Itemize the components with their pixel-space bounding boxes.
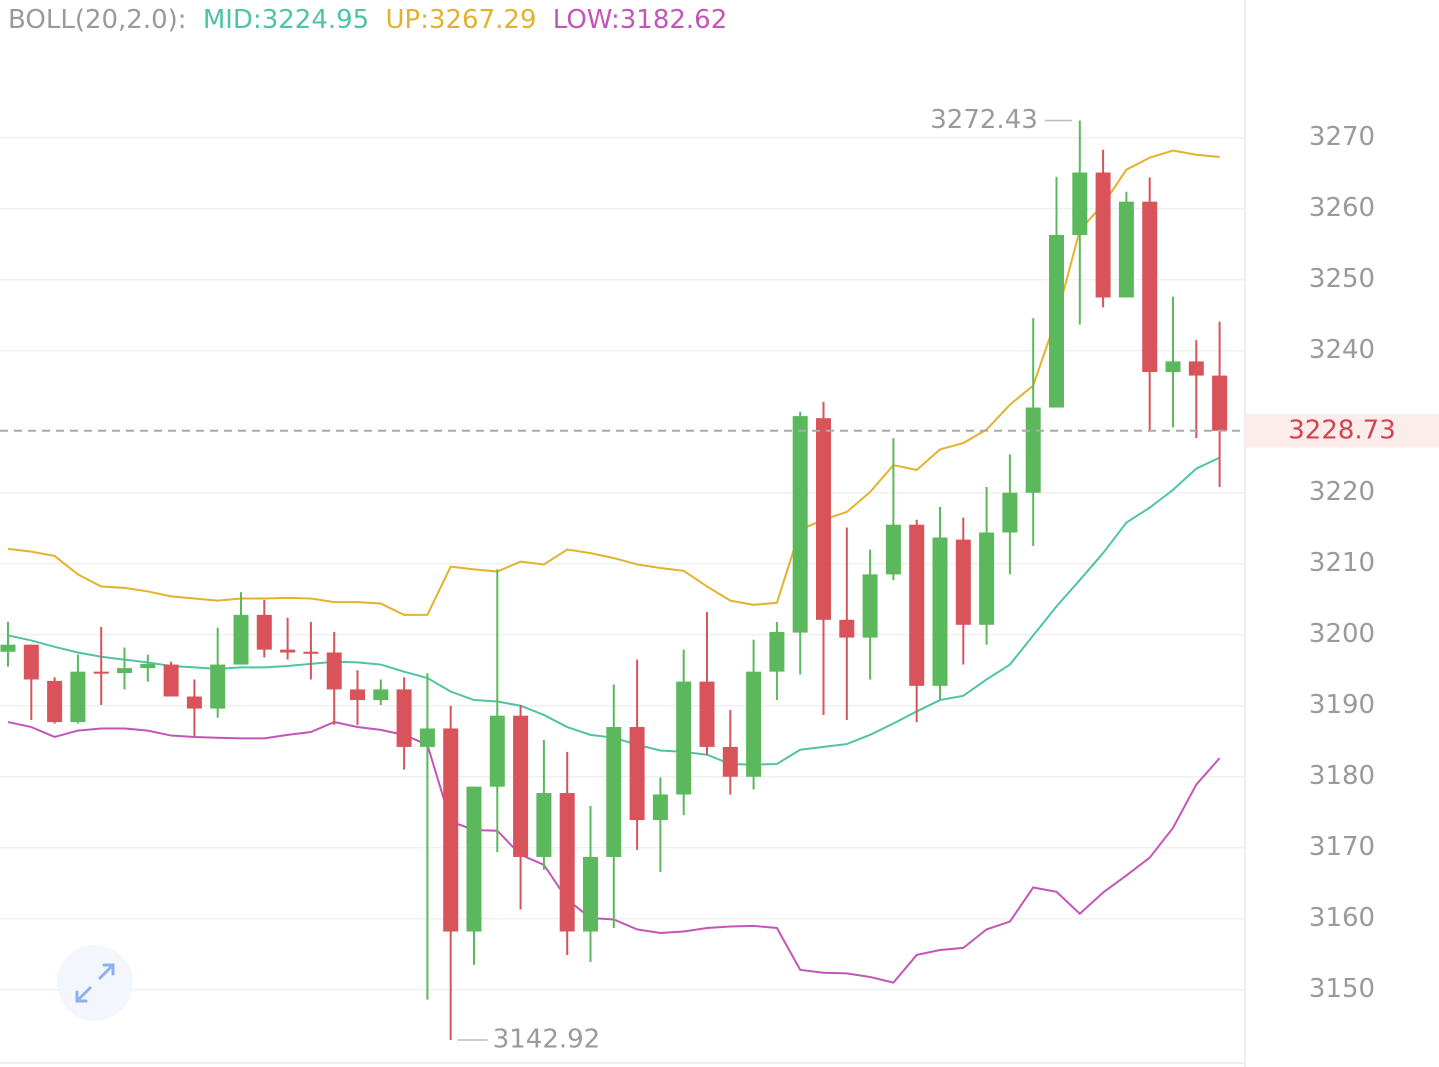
y-tick-label: 3180: [1309, 761, 1375, 791]
candle-body: [769, 631, 785, 672]
candle-body: [47, 680, 63, 723]
candle-body: [606, 727, 622, 857]
candle-body: [746, 671, 762, 777]
y-tick-label: 3150: [1309, 974, 1375, 1004]
candle-body: [1095, 172, 1111, 298]
candle-body: [559, 793, 575, 932]
candle-body: [1072, 172, 1088, 236]
candle-body: [117, 668, 132, 674]
last-price-label: 3228.73: [1288, 415, 1396, 445]
candle-body: [862, 574, 878, 638]
candle-body: [839, 619, 855, 638]
candle-body: [932, 537, 948, 686]
candle-body: [326, 652, 342, 690]
legend-entry: MID:3224.95: [203, 5, 369, 35]
min-label: 3142.92: [493, 1025, 601, 1055]
candle-body: [909, 524, 925, 686]
candle-body: [1118, 201, 1134, 298]
candle-body: [140, 663, 156, 669]
candle-body: [186, 696, 202, 709]
candle-body: [629, 727, 645, 821]
candles: [0, 120, 1228, 1041]
y-tick-label: 3170: [1309, 832, 1375, 862]
y-tick-label: 3190: [1309, 690, 1375, 720]
last-price-tag: [1245, 413, 1439, 448]
candle-body: [979, 532, 995, 625]
y-tick-label: 3200: [1309, 619, 1375, 649]
candle-body: [373, 689, 389, 701]
expand-button[interactable]: [57, 945, 133, 1021]
candle-body: [489, 715, 505, 787]
y-tick-label: 3240: [1309, 335, 1375, 365]
indicator-label: BOLL(20,2.0):: [8, 5, 187, 35]
candle-body: [233, 614, 249, 665]
candle-body: [466, 786, 482, 932]
y-tick-label: 3210: [1309, 548, 1375, 578]
y-tick-label: 3220: [1309, 477, 1375, 507]
candle-body: [23, 644, 39, 680]
candle-body: [1142, 201, 1158, 373]
candle-body: [256, 614, 272, 650]
candle-body: [513, 715, 529, 857]
candle-body: [792, 416, 808, 633]
y-tick-label: 3160: [1309, 903, 1375, 933]
candle-body: [419, 728, 435, 747]
candle-body: [885, 524, 901, 575]
candle-body: [536, 793, 552, 857]
candle-body: [1165, 361, 1181, 373]
candle-body: [303, 651, 319, 654]
candle-body: [1212, 375, 1228, 431]
y-tick-label: 3250: [1309, 264, 1375, 294]
candle-body: [163, 664, 179, 697]
expand-icon[interactable]: [75, 963, 115, 1003]
candle-body: [955, 539, 971, 625]
y-tick-label: 3270: [1309, 122, 1375, 152]
legend-entry: LOW:3182.62: [553, 5, 727, 35]
expand-button-bg[interactable]: [57, 945, 133, 1021]
candle-body: [816, 418, 831, 620]
candle-body: [583, 856, 598, 932]
candle-body: [1049, 235, 1064, 408]
candle-body: [652, 794, 668, 821]
candle-body: [280, 649, 296, 653]
max-label: 3272.43: [930, 105, 1038, 135]
candle-body: [396, 689, 412, 747]
y-tick-label: 3260: [1309, 193, 1375, 223]
legend-entry: UP:3267.29: [386, 5, 537, 35]
candle-body: [210, 664, 226, 709]
band-line: [7, 149, 1220, 616]
overlays: 3228.73 3272.43 3142.92: [0, 105, 1439, 1055]
candle-body: [70, 671, 86, 723]
candle-body: [1025, 407, 1041, 493]
candle-body: [676, 681, 692, 795]
candle-body: [0, 644, 16, 652]
candle-body: [443, 728, 459, 932]
grid: 3150 3160 3170 3180 3190 3200 3210 3220 3240 3250…: [0, 122, 1375, 1004]
candle-body: [699, 681, 715, 747]
candle-body: [1002, 492, 1018, 533]
legend: BOLL(20,2.0): MID:3224.95 UP:3267.29 LOW…: [8, 5, 727, 35]
candle-body: [1188, 361, 1204, 376]
candle-body: [93, 671, 109, 674]
candle-body: [722, 746, 738, 777]
candle-body: [350, 689, 365, 701]
